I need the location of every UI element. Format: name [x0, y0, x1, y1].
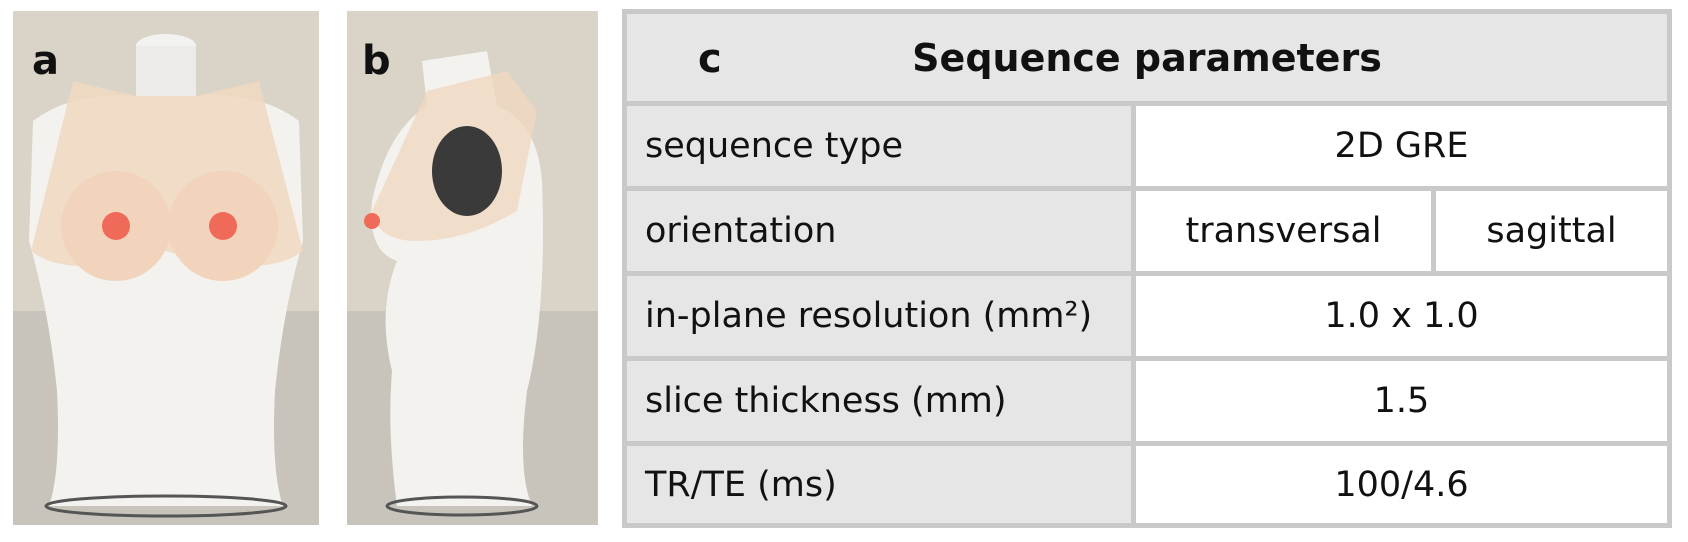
row-label: TR/TE (ms) — [627, 446, 1131, 523]
panel-label: a — [32, 38, 59, 84]
panel-label: c — [698, 36, 722, 82]
row-label: slice thickness (mm) — [627, 361, 1131, 441]
row-label: in-plane resolution (mm²) — [627, 276, 1131, 356]
row-value: 1.0 x 1.0 — [1136, 276, 1667, 356]
row-value: sagittal — [1436, 191, 1667, 271]
photo-front — [13, 11, 319, 525]
row-value: 2D GRE — [1136, 106, 1667, 186]
row-label: orientation — [627, 191, 1131, 271]
photo-side — [347, 11, 598, 525]
row-value: 100/4.6 — [1136, 446, 1667, 523]
row-value: transversal — [1136, 191, 1431, 271]
row-value: 1.5 — [1136, 361, 1667, 441]
panel-label: b — [362, 38, 391, 84]
row-label: sequence type — [627, 106, 1131, 186]
parameter-table: Sequence parameters c sequence type 2D G… — [622, 9, 1672, 528]
table-title: Sequence parameters — [627, 14, 1667, 101]
